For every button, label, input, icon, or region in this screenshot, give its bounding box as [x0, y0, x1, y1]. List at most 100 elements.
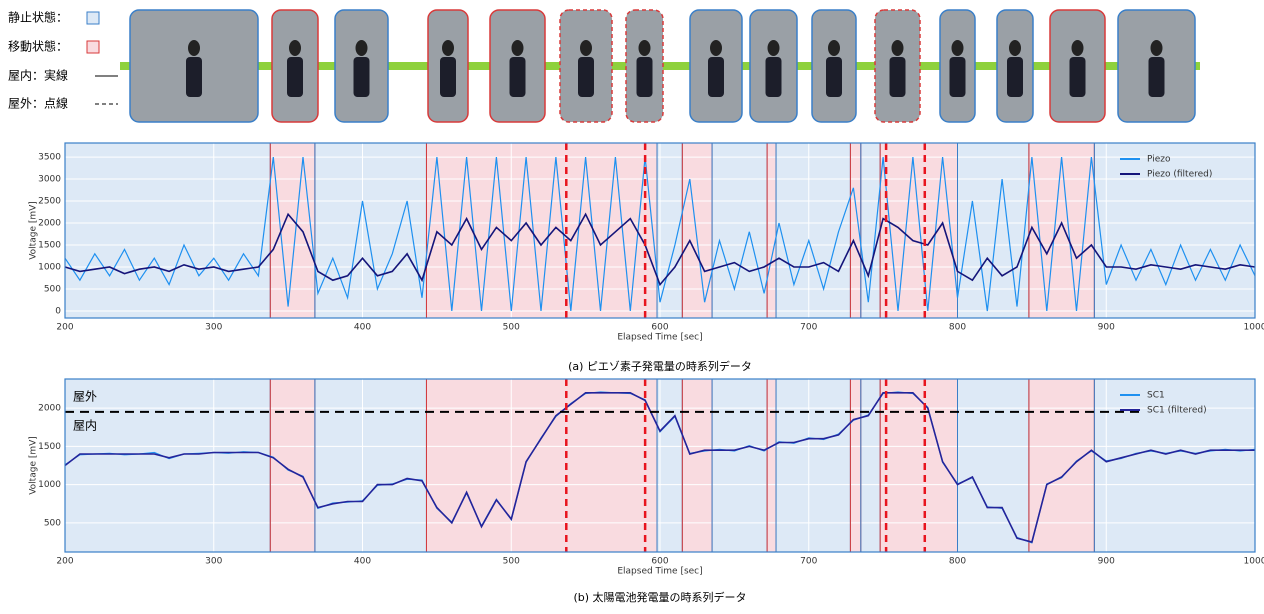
- person: [1072, 40, 1084, 56]
- state-region: [657, 379, 682, 552]
- top-legend: 静止状態： 移動状態： 屋内：実線 屋外：点線: [8, 10, 118, 111]
- legend-stationary: 静止状態：: [8, 10, 68, 25]
- state-region: [65, 379, 270, 552]
- state-region: [850, 379, 860, 552]
- x-tick-label: 700: [800, 557, 817, 567]
- x-tick-label: 600: [651, 323, 668, 333]
- y-tick-label: 1500: [38, 241, 61, 251]
- person: [890, 57, 906, 97]
- x-tick-label: 800: [949, 557, 966, 567]
- legend-swatch: [87, 41, 99, 53]
- x-tick-label: 200: [56, 323, 73, 333]
- person: [766, 57, 782, 97]
- person: [637, 57, 653, 97]
- y-axis-label: Voltage [mV]: [29, 201, 39, 260]
- person: [188, 40, 200, 56]
- state-region: [1029, 379, 1094, 552]
- person: [1070, 57, 1086, 97]
- x-tick-label: 800: [949, 323, 966, 333]
- y-tick-label: 3500: [38, 153, 61, 163]
- person: [287, 57, 303, 97]
- x-tick-label: 200: [56, 557, 73, 567]
- caption: (a) ピエゾ素子発電量の時系列データ: [568, 359, 752, 373]
- state-region: [682, 379, 712, 552]
- person: [580, 40, 592, 56]
- legend-outdoor: 屋外：点線: [8, 96, 68, 111]
- x-tick-label: 600: [651, 557, 668, 567]
- chart: 0 500 1000 1500 2000 2500 3000 3500 200 300 400 500…: [29, 143, 1264, 373]
- y-tick-label: 0: [55, 306, 61, 316]
- legend-swatch: [87, 12, 99, 24]
- state-region: [315, 379, 427, 552]
- state-region: [861, 379, 880, 552]
- x-axis-label: Elapsed Time [sec]: [617, 567, 702, 577]
- state-region: [65, 143, 270, 318]
- annotation: 屋外: [73, 389, 97, 403]
- legend-label: SC1 (filtered): [1147, 406, 1207, 416]
- caption: (b) 太陽電池発電量の時系列データ: [573, 590, 746, 604]
- person: [768, 40, 780, 56]
- state-region: [270, 379, 315, 552]
- person: [356, 40, 368, 56]
- state-region: [958, 379, 1029, 552]
- x-tick-label: 300: [205, 557, 222, 567]
- person: [578, 57, 594, 97]
- state-region: [315, 143, 427, 318]
- figure: 静止状態： 移動状態： 屋内：実線 屋外：点線 0500100015002000…: [0, 0, 1264, 610]
- state-region: [776, 379, 850, 552]
- person: [440, 57, 456, 97]
- person: [950, 57, 966, 97]
- state-region: [767, 143, 776, 318]
- x-tick-label: 500: [503, 323, 520, 333]
- annotation: 屋内: [73, 418, 97, 432]
- person: [639, 40, 651, 56]
- state-region: [712, 379, 767, 552]
- state-region: [426, 379, 657, 552]
- state-region: [270, 143, 315, 318]
- x-tick-label: 700: [800, 323, 817, 333]
- person: [1151, 40, 1163, 56]
- person: [826, 57, 842, 97]
- person: [186, 57, 202, 97]
- person: [892, 40, 904, 56]
- x-tick-label: 1000: [1244, 557, 1264, 567]
- state-region: [712, 143, 767, 318]
- y-tick-label: 2000: [38, 219, 61, 229]
- person: [708, 57, 724, 97]
- legend-label: Piezo (filtered): [1147, 170, 1212, 180]
- person: [1009, 40, 1021, 56]
- y-tick-label: 1000: [38, 480, 61, 490]
- person: [442, 40, 454, 56]
- person: [710, 40, 722, 56]
- x-tick-label: 400: [354, 557, 371, 567]
- y-tick-label: 2500: [38, 197, 61, 207]
- person: [512, 40, 524, 56]
- x-tick-label: 900: [1098, 557, 1115, 567]
- y-tick-label: 1500: [38, 442, 61, 452]
- x-tick-label: 900: [1098, 323, 1115, 333]
- y-tick-label: 1000: [38, 262, 61, 272]
- person: [510, 57, 526, 97]
- legend-label: SC1: [1147, 391, 1165, 401]
- y-tick-label: 500: [44, 284, 61, 294]
- y-tick-label: 3000: [38, 175, 61, 185]
- legend-indoor: 屋内：実線: [8, 68, 68, 83]
- state-region: [767, 379, 776, 552]
- person: [1149, 57, 1165, 97]
- x-axis-label: Elapsed Time [sec]: [617, 333, 702, 343]
- person: [1007, 57, 1023, 97]
- y-tick-label: 500: [44, 518, 61, 528]
- person: [289, 40, 301, 56]
- x-tick-label: 400: [354, 323, 371, 333]
- y-axis-label: Voltage [mV]: [29, 436, 39, 495]
- person: [952, 40, 964, 56]
- x-tick-label: 300: [205, 323, 222, 333]
- legend-label: Piezo: [1147, 155, 1171, 165]
- state-region: [861, 143, 880, 318]
- state-region: [880, 143, 957, 318]
- legend-moving: 移動状態：: [8, 39, 68, 54]
- person: [828, 40, 840, 56]
- x-tick-label: 500: [503, 557, 520, 567]
- y-tick-label: 2000: [38, 404, 61, 414]
